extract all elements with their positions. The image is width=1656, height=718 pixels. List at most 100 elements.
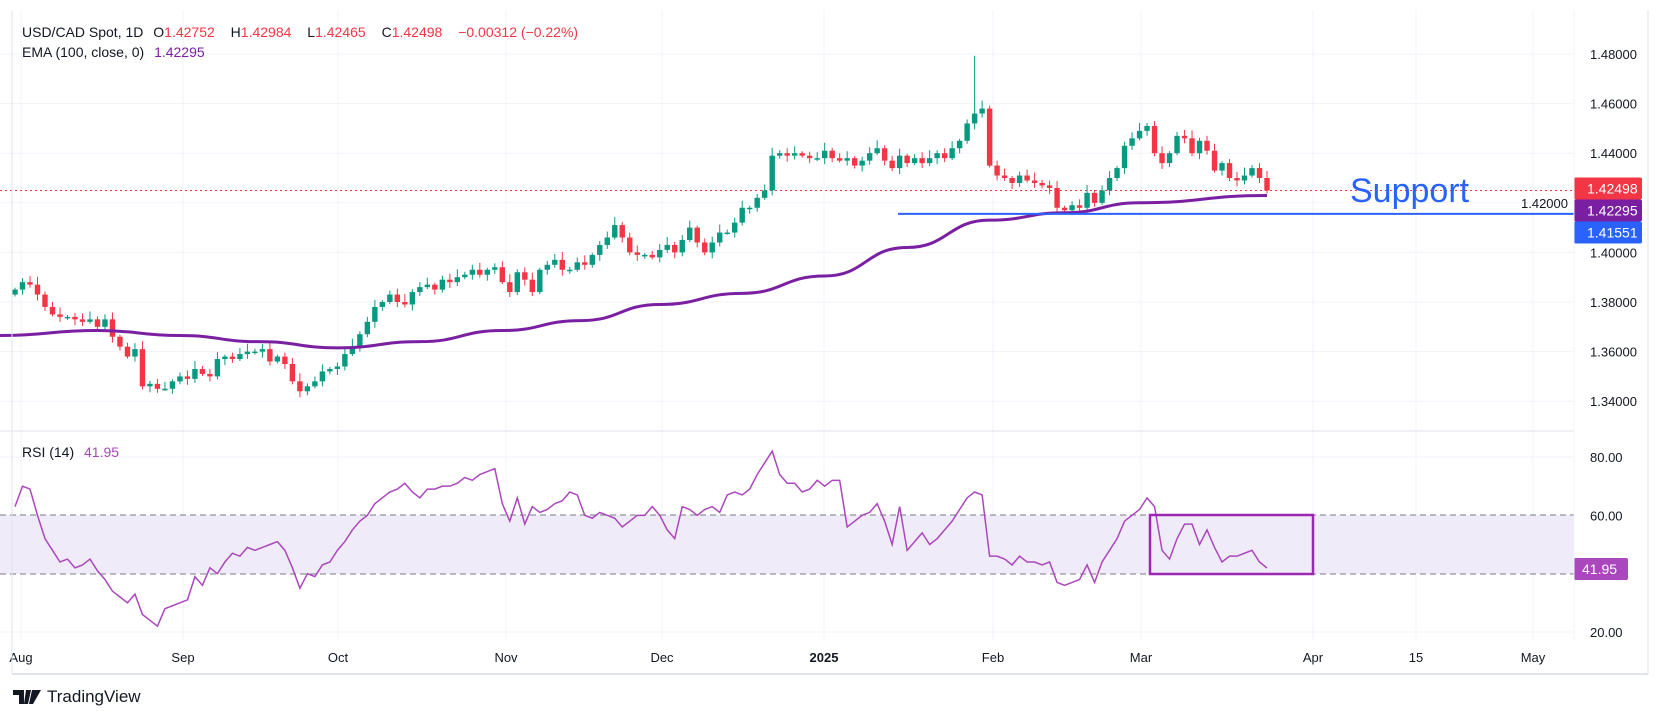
candle: [994, 160, 1000, 181]
candle: [1009, 176, 1015, 189]
time-tick-label: May: [1521, 650, 1546, 665]
candle: [207, 368, 213, 382]
candle: [484, 267, 491, 281]
candle-body: [214, 359, 221, 377]
rsi-tick-label: 80.00: [1590, 450, 1623, 465]
candle: [1084, 184, 1090, 214]
candle: [244, 343, 251, 360]
candle: [417, 282, 423, 297]
candle-body: [1009, 178, 1015, 183]
candle-body: [956, 140, 963, 149]
candle-body: [282, 356, 288, 364]
candle: [1054, 180, 1060, 212]
close-label: C: [381, 24, 392, 40]
candle-body: [42, 294, 48, 307]
candle: [926, 150, 933, 167]
rsi-legend[interactable]: RSI (14) 41.95: [22, 444, 125, 460]
candle-body: [582, 262, 588, 265]
candle: [162, 381, 168, 391]
candle: [1174, 131, 1180, 156]
candle: [529, 272, 535, 297]
candle: [1129, 132, 1135, 150]
candle: [642, 252, 648, 259]
rsi-highlight-box[interactable]: [1148, 513, 1315, 576]
candle: [1181, 129, 1188, 144]
candle: [941, 148, 948, 163]
candle: [679, 235, 685, 257]
candle: [687, 220, 693, 242]
candle-body: [941, 153, 948, 159]
candle: [522, 267, 528, 286]
candle: [986, 105, 993, 168]
time-tick-label: Apr: [1303, 650, 1324, 665]
candle-body: [1061, 207, 1068, 211]
candle-body: [1174, 135, 1180, 154]
candle-body: [702, 242, 708, 253]
tradingview-logo[interactable]: TradingView: [13, 687, 141, 707]
symbol-legend[interactable]: USD/CAD Spot, 1D O1.42752 H1.42984 L1.42…: [22, 24, 584, 40]
svg-text:1.42498: 1.42498: [1587, 180, 1638, 196]
candle-body: [567, 269, 573, 272]
low-label: L: [307, 24, 316, 40]
price-axis[interactable]: 1.48000 1.46000 1.44000 1.42000 1.40000 1.380…: [1521, 47, 1637, 409]
candle-body: [537, 269, 543, 293]
candle-body: [34, 284, 41, 295]
rsi-tick-label: 60.00: [1590, 508, 1623, 523]
candle: [1256, 163, 1263, 183]
candle-body: [619, 225, 625, 238]
candle-body: [529, 279, 535, 293]
candle: [552, 253, 558, 268]
candle: [507, 274, 513, 298]
symbol-title: USD/CAD Spot, 1D: [22, 24, 144, 40]
candle: [859, 156, 865, 172]
candle: [1204, 135, 1210, 155]
candle: [274, 354, 281, 364]
candle-body: [874, 148, 880, 154]
candle-body: [1114, 168, 1120, 178]
candle: [1001, 168, 1008, 181]
candle: [1091, 189, 1098, 207]
candle-body: [417, 287, 423, 293]
candle-body: [162, 388, 168, 391]
candle-body: [327, 368, 333, 372]
svg-text:41.95: 41.95: [1582, 561, 1617, 577]
candle: [387, 290, 393, 304]
candle: [1264, 171, 1270, 194]
candle: [214, 352, 221, 380]
candle: [574, 257, 580, 272]
candle-body: [514, 272, 520, 293]
candle-body: [379, 302, 386, 307]
candle-body: [79, 319, 86, 322]
candle: [34, 276, 41, 301]
candle-body: [814, 158, 820, 160]
time-axis[interactable]: Aug Sep Oct Nov Dec 2025 Feb Mar Apr 15 May: [9, 650, 1545, 665]
candle-body: [821, 150, 828, 159]
candle: [439, 275, 446, 293]
candle-body: [387, 294, 393, 302]
candle-body: [1084, 192, 1090, 208]
candle: [732, 217, 738, 238]
candle: [454, 269, 461, 287]
candle-body: [499, 267, 506, 283]
candle: [342, 348, 348, 371]
candle: [619, 222, 625, 243]
candle-body: [634, 252, 640, 255]
candle: [582, 255, 588, 270]
rsi-label: RSI (14): [22, 444, 75, 460]
candle-body: [199, 368, 206, 374]
candle-body: [1001, 175, 1008, 178]
candle-body: [424, 284, 431, 288]
candle-body: [769, 155, 775, 191]
candle: [289, 358, 296, 385]
candle: [702, 238, 708, 256]
price-tick-label: 1.48000: [1590, 47, 1637, 62]
candle: [934, 150, 940, 165]
candle: [1219, 161, 1225, 176]
rsi-axis[interactable]: 80.00 60.00 20.00: [1590, 450, 1623, 640]
candle: [559, 251, 565, 276]
ema-legend[interactable]: EMA (100, close, 0) 1.42295: [22, 44, 211, 60]
candles: [12, 55, 1270, 398]
candle: [514, 269, 520, 296]
candle-body: [1039, 182, 1045, 186]
